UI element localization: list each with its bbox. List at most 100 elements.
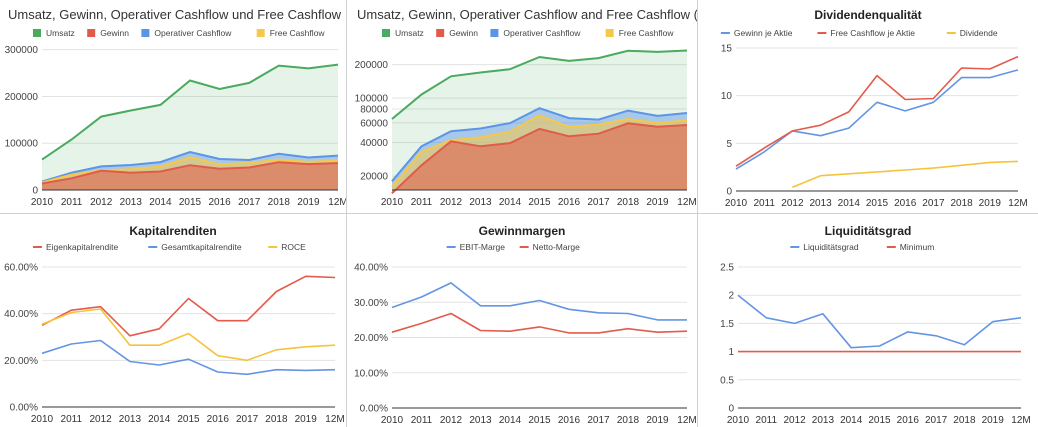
- x-tick-label: 2016: [208, 197, 231, 208]
- y-tick-label: 60.00%: [4, 263, 38, 274]
- line-dividende: [792, 160, 1019, 188]
- x-tick-label: 2017: [236, 414, 259, 425]
- legend-item-eigenkapitalrendite: Eigenkapitalrendite: [32, 242, 119, 252]
- chart-svg: Kapitalrenditen Eigenkapitalrendite Gesamt…: [4, 224, 345, 425]
- chart-svg: Gewinnmargen EBIT-Marge Netto-Marge 0.00% 10…: [354, 224, 697, 426]
- y-tick-label: 30.00%: [354, 298, 388, 309]
- x-tick-label: 2013: [469, 415, 492, 426]
- y-tick-label: 0.00%: [10, 403, 38, 414]
- y-tick-label: 200000: [355, 60, 389, 71]
- x-tick-label: 2013: [809, 198, 832, 209]
- y-tick-label: 1: [728, 347, 734, 358]
- y-tick-label: 20000: [360, 172, 388, 183]
- legend-label: Dividende: [960, 28, 998, 38]
- x-tick-label: 12M: [1008, 198, 1027, 209]
- x-tick-label: 2018: [265, 414, 288, 425]
- line-gewinn: [41, 161, 339, 185]
- y-tick-label: 0: [32, 186, 38, 197]
- y-tick-label: 300000: [5, 45, 39, 56]
- legend-item-free-cashflow: Free Cashflow: [256, 28, 326, 38]
- y-tick-label: 60000: [360, 118, 388, 129]
- line-free-cashflow-je-aktie: [735, 55, 1019, 167]
- legend-item-free-cashflow: Free Cashflow: [605, 28, 675, 38]
- line-operativer-cashflow: [391, 107, 688, 182]
- x-tick-label: 2018: [953, 415, 976, 426]
- x-tick-label: 2011: [756, 415, 778, 426]
- y-tick-label: 2.5: [720, 263, 734, 274]
- x-tick-label: 2014: [838, 198, 861, 209]
- x-tick-label: 2015: [868, 415, 891, 426]
- y-tick-label: 15: [721, 44, 733, 55]
- x-tick-label: 2019: [297, 197, 320, 208]
- y-tick-label: 0.5: [720, 375, 734, 386]
- chart-panel-dividendenqualitaet: Dividendenqualität Gewinn je Aktie Free Ca…: [698, 0, 1038, 213]
- legend-label: Free Cashflow: [270, 28, 326, 38]
- area-gewinn: [392, 123, 687, 194]
- legend-swatch: [33, 29, 41, 37]
- line-liquiditaetsgrad: [737, 294, 1022, 349]
- line-ebit-marge: [391, 282, 687, 321]
- legend-label: Gewinn je Aktie: [734, 28, 793, 38]
- y-tick-label: 1.5: [720, 319, 734, 330]
- line-gewinn: [391, 122, 688, 195]
- legend-item-roce: ROCE: [268, 242, 306, 252]
- y-tick-label: 20.00%: [354, 333, 388, 344]
- x-tick-label: 2015: [528, 415, 551, 426]
- chart-panel-umsatz-log: Umsatz, Gewinn, Operativer Cashflow and …: [347, 0, 697, 213]
- y-tick-label: 40000: [360, 138, 388, 149]
- legend-swatch: [382, 29, 390, 37]
- chart-title: Gewinnmargen: [479, 224, 566, 238]
- legend-item-gewinn: Gewinn: [87, 28, 129, 38]
- legend-item-ebit-marge: EBIT-Marge: [446, 242, 505, 252]
- y-tick-label: 200000: [5, 92, 39, 103]
- y-tick-label: 100000: [5, 139, 39, 150]
- chart-panel-liquiditaetsgrad: Liquiditätsgrad Liquiditätsgrad Minimum 0 0.…: [698, 214, 1038, 427]
- x-tick-label: 2010: [31, 197, 54, 208]
- y-tick-label: 10: [721, 91, 733, 102]
- y-tick-label: 20.00%: [4, 356, 38, 367]
- x-tick-label: 12M: [1011, 415, 1030, 426]
- x-tick-label: 2012: [781, 198, 804, 209]
- area-gewinn: [42, 162, 338, 190]
- x-tick-label: 2019: [979, 198, 1002, 209]
- legend-label: Gewinn: [449, 28, 478, 38]
- chart-svg: Umsatz, Gewinn, Operativer Cashflow and …: [355, 7, 697, 208]
- x-tick-label: 2019: [646, 197, 669, 208]
- legend-item-free-cashflow-je-aktie: Free Cashflow je Aktie: [817, 28, 915, 38]
- legend-label: Minimum: [900, 242, 934, 252]
- legend-item-gewinn: Gewinn: [436, 28, 478, 38]
- legend-item-gesamtkapitalrendite: Gesamtkapitalrendite: [148, 242, 242, 252]
- y-tick-label: 40.00%: [4, 309, 38, 320]
- line-umsatz: [391, 49, 688, 120]
- x-tick-label: 2018: [268, 197, 291, 208]
- x-tick-label: 2012: [89, 414, 112, 425]
- line-operativer-cashflow: [41, 150, 339, 183]
- x-tick-label: 2017: [238, 197, 261, 208]
- y-tick-label: 0.00%: [360, 404, 388, 415]
- x-tick-label: 2018: [617, 197, 640, 208]
- legend-item-liquiditaetsgrad: Liquiditätsgrad: [790, 242, 859, 252]
- x-tick-label: 2016: [894, 198, 917, 209]
- legend-label: ROCE: [281, 242, 306, 252]
- legend-swatch: [436, 29, 445, 37]
- x-tick-label: 12M: [325, 414, 344, 425]
- x-tick-label: 2016: [207, 414, 230, 425]
- x-tick-label: 2011: [61, 197, 83, 208]
- y-tick-label: 40.00%: [354, 263, 388, 274]
- legend-item-netto-marge: Netto-Marge: [519, 242, 581, 252]
- legend-item-gewinn-je-aktie: Gewinn je Aktie: [720, 28, 793, 38]
- legend-swatch: [141, 29, 150, 37]
- legend-swatch: [490, 29, 499, 37]
- x-tick-label: 2013: [469, 197, 492, 208]
- panel-divider: [0, 213, 1038, 214]
- legend-label: Free Cashflow: [619, 28, 675, 38]
- legend-label: Netto-Marge: [533, 242, 581, 252]
- x-tick-label: 2015: [179, 197, 202, 208]
- x-tick-label: 12M: [328, 197, 346, 208]
- x-tick-label: 2012: [783, 415, 806, 426]
- line-free-cashflow: [41, 156, 339, 184]
- x-tick-label: 12M: [677, 415, 696, 426]
- area-umsatz: [42, 64, 338, 190]
- legend-label: Eigenkapitalrendite: [46, 242, 119, 252]
